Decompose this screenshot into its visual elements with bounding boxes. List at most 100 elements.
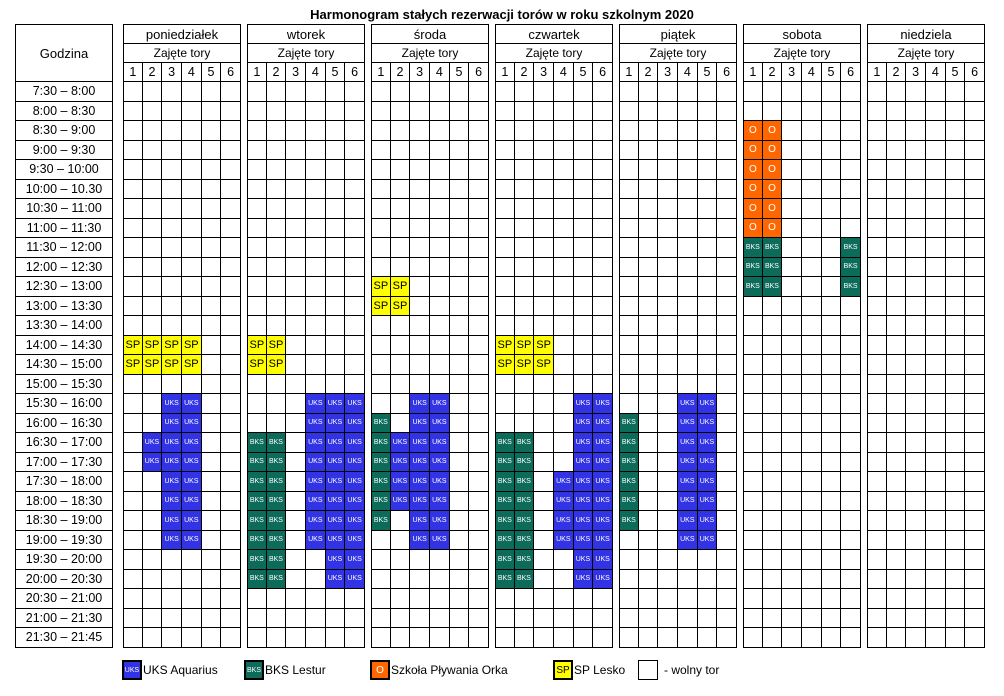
lane-number: 4 — [925, 63, 946, 82]
free-lane-cell — [469, 277, 489, 297]
free-lane-cell — [201, 335, 222, 355]
free-lane-cell — [286, 433, 306, 453]
free-lane-cell — [495, 316, 515, 336]
reservation-cell: UKS — [573, 530, 594, 550]
free-lane-cell — [534, 179, 554, 199]
schedule-row — [123, 160, 241, 180]
schedule-row — [743, 413, 861, 433]
schedule-row — [743, 511, 861, 531]
schedule-row: BKS BKS UKS UKS UKS — [495, 530, 613, 550]
free-lane-cell — [886, 491, 907, 511]
free-lane-cell — [221, 296, 241, 316]
reservation-cell: UKS — [345, 394, 365, 414]
schedule-row — [867, 316, 985, 336]
free-lane-cell — [201, 316, 222, 336]
free-lane-cell — [677, 335, 698, 355]
free-lane-cell — [762, 316, 783, 336]
free-lane-cell — [965, 257, 985, 277]
reservation-cell: BKS — [619, 472, 639, 492]
reservation-cell: UKS — [677, 472, 698, 492]
free-lane-cell — [717, 472, 737, 492]
free-lane-cell — [619, 199, 639, 219]
schedule-row — [247, 121, 365, 141]
free-lane-cell — [886, 530, 907, 550]
day-name: wtorek — [247, 24, 365, 44]
free-lane-cell — [782, 316, 802, 336]
reservation-cell: BKS — [247, 550, 267, 570]
free-lane-cell — [162, 140, 182, 160]
free-lane-cell — [697, 569, 718, 589]
free-lane-cell — [965, 335, 985, 355]
reservation-cell: O — [743, 218, 763, 238]
free-lane-cell — [345, 101, 365, 121]
schedule-row — [619, 355, 737, 375]
free-lane-cell — [514, 101, 535, 121]
free-lane-cell — [371, 218, 391, 238]
free-lane-cell — [495, 296, 515, 316]
reservation-cell: O — [762, 218, 783, 238]
free-lane-cell — [305, 355, 326, 375]
free-lane-cell — [162, 101, 182, 121]
free-lane-cell — [619, 394, 639, 414]
free-lane-cell — [201, 218, 222, 238]
free-lane-cell — [658, 218, 678, 238]
free-lane-cell — [697, 277, 718, 297]
reservation-cell: BKS — [247, 491, 267, 511]
free-lane-cell — [945, 491, 966, 511]
schedule-row: UKS UKS — [123, 413, 241, 433]
reservation-cell: SP — [371, 296, 391, 316]
schedule-row — [371, 608, 489, 628]
free-lane-cell — [247, 608, 267, 628]
free-lane-cell — [429, 179, 450, 199]
free-lane-cell — [449, 433, 470, 453]
free-lane-cell — [221, 199, 241, 219]
schedule-row — [371, 179, 489, 199]
free-lane-cell — [390, 101, 411, 121]
free-lane-cell — [965, 316, 985, 336]
free-lane-cell — [469, 608, 489, 628]
reservation-cell: UKS — [573, 413, 594, 433]
free-lane-cell — [449, 511, 470, 531]
free-lane-cell — [469, 491, 489, 511]
lane-number: 4 — [677, 63, 698, 82]
free-lane-cell — [305, 257, 326, 277]
reservation-cell: UKS — [325, 413, 346, 433]
schedule-row — [371, 257, 489, 277]
free-lane-cell — [925, 550, 946, 570]
free-lane-cell — [801, 277, 822, 297]
reservation-cell: UKS — [162, 433, 182, 453]
free-lane-cell — [925, 628, 946, 648]
free-lane-cell — [410, 160, 430, 180]
free-lane-cell — [886, 550, 907, 570]
free-lane-cell — [638, 101, 659, 121]
free-lane-cell — [162, 296, 182, 316]
free-lane-cell — [371, 394, 391, 414]
free-lane-cell — [677, 374, 698, 394]
reservation-cell: UKS — [345, 550, 365, 570]
free-lane-cell — [286, 394, 306, 414]
free-lane-cell — [697, 257, 718, 277]
free-lane-cell — [945, 530, 966, 550]
free-lane-cell — [743, 296, 763, 316]
schedule-row — [619, 199, 737, 219]
free-lane-cell — [965, 491, 985, 511]
free-lane-cell — [534, 140, 554, 160]
free-lane-cell — [534, 257, 554, 277]
reservation-cell: SP — [534, 335, 554, 355]
legend-item: - wolny tor — [638, 660, 719, 680]
free-lane-cell — [906, 101, 926, 121]
free-lane-cell — [717, 335, 737, 355]
reservation-cell: UKS — [181, 433, 202, 453]
free-lane-cell — [429, 355, 450, 375]
free-lane-cell — [965, 277, 985, 297]
schedule-row: SP SP SP SP — [123, 355, 241, 375]
free-lane-cell — [142, 628, 163, 648]
schedule-row: BKS BKS UKS UKS — [247, 550, 365, 570]
free-lane-cell — [925, 316, 946, 336]
reservation-cell: UKS — [142, 433, 163, 453]
free-lane-cell — [286, 511, 306, 531]
free-lane-cell — [429, 277, 450, 297]
free-lane-cell — [305, 569, 326, 589]
